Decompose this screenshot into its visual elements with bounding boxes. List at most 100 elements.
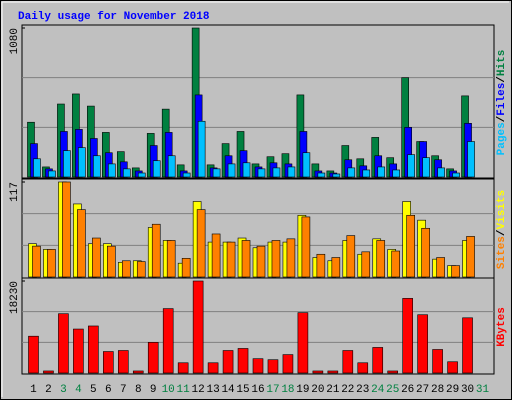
bar <box>211 233 221 278</box>
bar <box>452 172 460 178</box>
legend-separator: / <box>496 115 508 122</box>
bar <box>402 298 413 374</box>
bar <box>467 141 475 178</box>
x-tick-label: 14 <box>221 384 235 396</box>
bar <box>242 162 251 178</box>
bar <box>167 155 176 178</box>
bar <box>107 245 116 278</box>
bar <box>117 350 129 374</box>
bar <box>197 120 206 178</box>
bar <box>361 251 371 278</box>
bar <box>342 350 354 374</box>
bar <box>177 362 189 374</box>
x-tick-label: 6 <box>105 384 112 396</box>
x-tick-label: 18 <box>281 384 294 396</box>
x-tick-label: 5 <box>90 384 97 396</box>
bar <box>271 240 281 278</box>
legend-separator: / <box>496 76 508 83</box>
bar <box>437 167 445 178</box>
x-tick-label: 3 <box>60 384 67 396</box>
legend-entry: Sites <box>496 236 508 269</box>
y-tick-label: 1080 <box>9 28 21 54</box>
x-tick-label: 1 <box>30 384 37 396</box>
bar <box>192 280 204 374</box>
bar <box>196 209 206 278</box>
bar <box>392 169 401 178</box>
bar <box>372 347 384 374</box>
legend-entry: Visits <box>496 190 508 230</box>
bar <box>136 261 146 278</box>
bar <box>286 238 296 278</box>
bar <box>272 167 281 178</box>
bar <box>147 342 159 374</box>
x-tick-label: 31 <box>476 384 490 396</box>
bar <box>387 370 399 374</box>
x-tick-label: 17 <box>266 384 279 396</box>
plot-area <box>21 24 495 179</box>
bar <box>451 265 460 278</box>
bar <box>297 312 309 374</box>
y-tick-label: 117 <box>9 182 21 202</box>
x-tick-label: 12 <box>192 384 205 396</box>
bar <box>407 154 415 178</box>
bar <box>103 351 114 374</box>
bar <box>432 349 443 374</box>
bar <box>466 236 475 278</box>
bar <box>316 253 326 278</box>
bar <box>93 155 101 178</box>
x-tick-label: 20 <box>311 384 324 396</box>
x-tick-label: 25 <box>386 384 399 396</box>
bar <box>376 240 386 278</box>
bar <box>282 354 294 374</box>
bar <box>28 335 39 374</box>
bar <box>152 160 161 178</box>
legend-entry: Hits <box>496 50 508 76</box>
bar <box>241 240 251 278</box>
bar <box>78 147 86 178</box>
bar <box>73 328 84 374</box>
bar <box>166 240 176 278</box>
bar <box>357 362 369 374</box>
x-tick-label: 23 <box>356 384 369 396</box>
legend: KBytes <box>496 307 508 347</box>
x-tick-label: 11 <box>177 384 191 396</box>
bar <box>362 169 371 178</box>
bar <box>47 249 56 278</box>
bar <box>301 216 311 278</box>
legend-entry: Files <box>496 83 508 116</box>
bar <box>317 172 326 178</box>
x-tick-label: 28 <box>431 384 444 396</box>
x-tick-label: 22 <box>341 384 354 396</box>
bar <box>252 358 264 374</box>
bar <box>257 168 266 178</box>
bar <box>181 258 191 278</box>
bar <box>32 245 41 278</box>
bar <box>436 257 445 278</box>
bar <box>327 370 339 374</box>
legend: Pages/Files/Hits <box>496 50 508 156</box>
bar <box>422 157 430 178</box>
bar <box>331 257 341 278</box>
bar <box>108 163 116 178</box>
x-tick-label: 7 <box>120 384 127 396</box>
x-tick-label: 29 <box>446 384 459 396</box>
bar <box>287 166 296 178</box>
bar <box>121 260 131 278</box>
bar <box>132 370 144 374</box>
x-tick-label: 26 <box>401 384 414 396</box>
plot-area <box>21 277 495 375</box>
bar <box>462 317 473 374</box>
x-tick-label: 21 <box>326 384 340 396</box>
bar <box>377 166 386 178</box>
bar <box>421 227 430 278</box>
bar <box>302 152 311 178</box>
bar <box>417 314 428 374</box>
bar <box>62 181 71 278</box>
bar <box>332 173 341 178</box>
bar <box>267 359 279 374</box>
chart-title: Daily usage for November 2018 <box>18 11 210 23</box>
x-tick-label: 30 <box>461 384 474 396</box>
bar <box>346 235 356 278</box>
bar <box>137 172 146 178</box>
